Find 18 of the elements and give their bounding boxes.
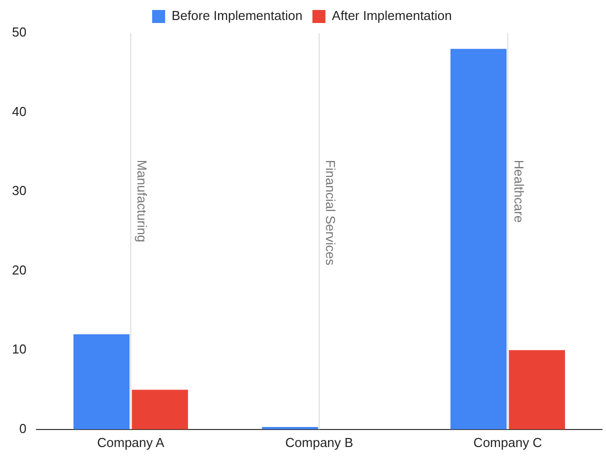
bar <box>450 48 507 430</box>
y-tick-label: 10 <box>12 342 26 357</box>
x-tick-label: Company B <box>285 434 354 450</box>
bar <box>73 334 130 430</box>
legend-label: After Implementation <box>332 8 452 24</box>
y-tick-label: 50 <box>12 24 26 40</box>
ref-line-label: Financial Services <box>323 160 338 266</box>
x-tick-label: Company C <box>473 434 542 450</box>
ref-line-label: Healthcare <box>512 160 527 223</box>
ref-line-label: Manufacturing <box>134 160 150 242</box>
bar <box>508 350 566 430</box>
y-tick-label: 40 <box>12 104 26 119</box>
legend-label: Before Implementation <box>172 8 302 24</box>
y-tick-label: 20 <box>12 262 26 278</box>
y-tick-label: 30 <box>12 183 26 198</box>
x-tick-label: Company A <box>97 434 165 450</box>
bar <box>132 390 188 430</box>
y-tick-label: 0 <box>19 420 26 436</box>
